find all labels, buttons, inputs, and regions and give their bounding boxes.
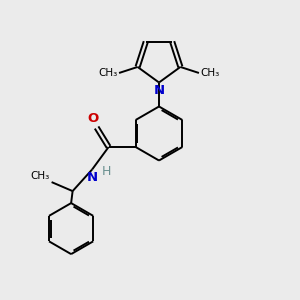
Text: N: N (153, 84, 165, 97)
Text: CH₃: CH₃ (200, 68, 220, 78)
Text: O: O (87, 112, 99, 124)
Text: CH₃: CH₃ (98, 68, 118, 78)
Text: H: H (102, 165, 111, 178)
Text: CH₃: CH₃ (30, 171, 49, 181)
Text: N: N (87, 171, 98, 184)
